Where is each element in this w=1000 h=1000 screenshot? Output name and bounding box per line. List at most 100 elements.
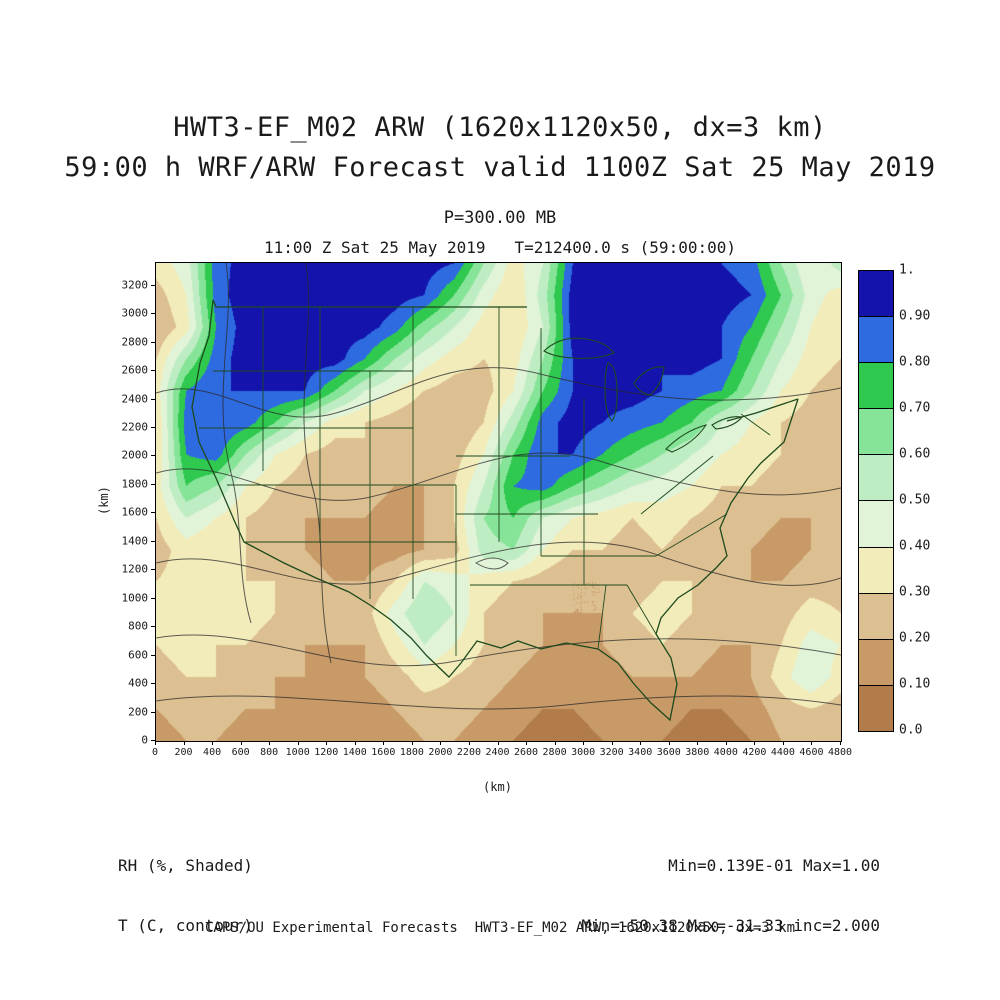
x-tick-mark (326, 741, 328, 745)
y-tick-label: 1400 (121, 534, 149, 548)
x-tick-mark (554, 741, 556, 745)
y-tick-mark (151, 626, 155, 628)
colorbar-segment (859, 639, 893, 686)
x-tick-mark (155, 741, 156, 745)
x-tick-label: 2200 (456, 747, 481, 758)
field-legend: RH (%, Shaded) T (C, contour) (118, 816, 253, 976)
colorbar-label: 0.30 (899, 584, 931, 600)
x-axis-unit-label: (km) (483, 780, 512, 794)
x-tick-mark (497, 741, 499, 745)
colorbar-segment (859, 409, 893, 456)
colorbar-labels: 1. 0.90 0.80 0.70 0.60 0.50 0.40 0.30 0.20 0.10 0.… (899, 263, 959, 738)
map-boundaries-overlay (156, 263, 841, 722)
x-tick-mark (183, 741, 185, 745)
x-tick-mark (668, 741, 670, 745)
colorbar-label: 0.60 (899, 446, 931, 462)
y-tick-label: 1000 (121, 591, 149, 605)
y-tick-label: 3000 (121, 306, 149, 320)
y-tick-mark (151, 683, 155, 685)
y-tick-label: 600 (128, 648, 148, 662)
state-boundaries (199, 307, 771, 656)
x-tick-label: 1400 (342, 747, 367, 758)
x-tick-mark (782, 741, 784, 745)
y-tick-label: 800 (128, 619, 148, 633)
y-tick-mark (151, 597, 155, 599)
x-tick-label: 1600 (371, 747, 396, 758)
x-tick-label: 1000 (285, 747, 310, 758)
y-tick-label: 400 (128, 676, 148, 690)
colorbar-label: 0.70 (899, 400, 931, 416)
colorbar-label: 0.50 (899, 492, 931, 508)
x-tick-mark (640, 741, 642, 745)
x-tick-mark (383, 741, 385, 745)
colorbar-segments (859, 271, 893, 731)
x-tick-mark (526, 741, 528, 745)
contour-field-label: T (C, contour) (118, 916, 253, 935)
x-tick-mark (697, 741, 699, 745)
x-tick-label: 2000 (428, 747, 453, 758)
minmax-stats: Min=0.139E-01 Max=1.00 Min=-50.38 Max=-3… (581, 816, 880, 976)
y-tick-label: 200 (128, 705, 148, 719)
x-tick-mark (354, 741, 356, 745)
x-tick-mark (297, 741, 299, 745)
colorbar-segment (859, 593, 893, 640)
shaded-field-label: RH (%, Shaded) (118, 856, 253, 875)
colorbar-label: 0.0 (899, 722, 923, 738)
y-axis-ticks: 0 200 400 600 800 1000 1200 1400 1600 1800 2000 220… (111, 262, 155, 747)
x-tick-label: 3000 (571, 747, 596, 758)
x-tick-mark (725, 741, 727, 745)
x-tick-label: 4800 (827, 747, 853, 758)
colorbar-label: 0.90 (899, 308, 931, 324)
rh-shaded-field (156, 263, 841, 741)
y-tick-mark (151, 483, 155, 485)
colorbar-segment (859, 317, 893, 364)
x-tick-mark (269, 741, 271, 745)
forecast-valid-title: 59:00 h WRF/ARW Forecast valid 1100Z Sat… (64, 152, 936, 183)
colorbar-segment (859, 271, 893, 318)
x-tick-label: 2600 (513, 747, 539, 758)
colorbar-label: 0.10 (899, 676, 931, 692)
x-tick-mark (840, 741, 841, 745)
x-tick-mark (411, 741, 413, 745)
y-tick-mark (151, 540, 155, 542)
colorbar-label: 0.80 (899, 354, 931, 370)
colorbar-segment (859, 685, 893, 731)
y-tick-mark (151, 455, 155, 457)
y-tick-mark (151, 740, 155, 741)
x-tick-label: 1800 (399, 747, 424, 758)
y-tick-label: 2600 (121, 363, 149, 377)
x-tick-mark (468, 741, 470, 745)
map-plot-area (155, 262, 842, 742)
x-tick-label: 400 (203, 747, 222, 758)
y-tick-label: 2000 (121, 448, 149, 462)
x-tick-label: 800 (260, 747, 279, 758)
y-tick-mark (151, 711, 155, 713)
y-tick-label: 2200 (121, 420, 149, 434)
model-title: HWT3-EF_M02 ARW (1620x1120x50, dx=3 km) (173, 112, 827, 143)
x-tick-label: 3200 (599, 747, 624, 758)
x-tick-label: 4600 (799, 747, 824, 758)
y-tick-label: 3200 (121, 278, 149, 292)
x-tick-label: 3600 (656, 747, 681, 758)
y-tick-mark (151, 654, 155, 656)
y-tick-mark (151, 512, 155, 514)
y-tick-label: 2800 (121, 335, 149, 349)
y-tick-mark (151, 427, 155, 429)
x-tick-label: 2400 (485, 747, 510, 758)
temperature-contours (156, 263, 841, 710)
y-tick-label: 1200 (121, 562, 149, 576)
x-tick-mark (240, 741, 242, 745)
x-tick-mark (754, 741, 756, 745)
great-lakes-outline (543, 337, 744, 453)
y-tick-mark (151, 398, 155, 400)
footer-credit: CAPS/OU Experimental Forecasts HWT3-EF_M… (204, 920, 795, 936)
x-tick-mark (611, 741, 613, 745)
x-tick-label: 0 (151, 747, 159, 758)
colorbar-label: 0.40 (899, 538, 931, 554)
y-tick-mark (151, 569, 155, 571)
pressure-level-label: P=300.00 MB (443, 208, 557, 228)
colorbar-label: 1. (899, 262, 915, 278)
contour-minmax-label: Min=-50.38 Max=-31.33 inc=2.000 (581, 916, 880, 935)
x-tick-mark (440, 741, 442, 745)
